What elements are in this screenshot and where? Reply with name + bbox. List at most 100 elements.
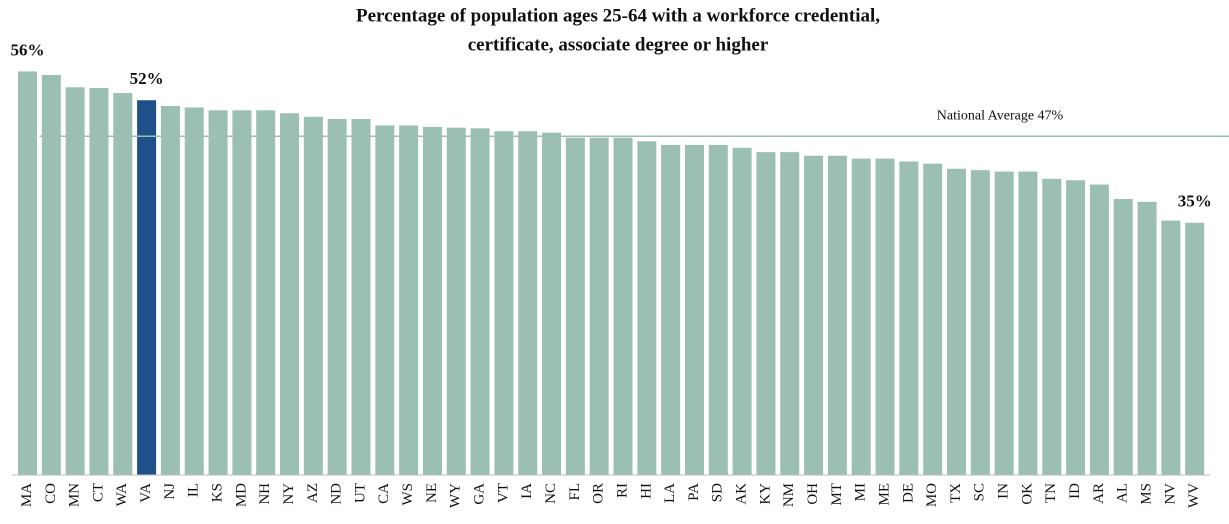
x-tick-label: NY <box>281 483 297 505</box>
bar <box>661 144 681 475</box>
bar <box>375 125 395 475</box>
bar <box>827 155 847 475</box>
x-tick-label: MN <box>67 483 83 507</box>
reference-label: National Average 47% <box>937 108 1064 123</box>
x-tick-label: MO <box>924 483 940 507</box>
x-tick-label: GA <box>472 483 488 505</box>
bar <box>160 106 180 475</box>
bar <box>994 171 1014 475</box>
bar <box>327 118 347 475</box>
bar <box>708 144 728 475</box>
x-tick-label: VT <box>495 483 511 503</box>
bar <box>851 158 871 475</box>
bar <box>518 131 538 476</box>
data-label: 52% <box>130 69 164 88</box>
bar <box>1161 220 1181 475</box>
x-tick-label: OK <box>1019 483 1035 505</box>
x-tick-label: WS <box>400 483 416 506</box>
x-tick-label: NV <box>1162 483 1178 505</box>
bar <box>565 137 585 476</box>
bar <box>875 158 895 475</box>
bar <box>732 147 752 476</box>
bar <box>589 137 609 476</box>
bar <box>804 155 824 475</box>
x-tick-label: WA <box>114 483 130 506</box>
bar <box>208 110 228 476</box>
x-tick-label: HI <box>638 483 654 499</box>
bar <box>113 93 133 475</box>
bar <box>137 100 157 475</box>
x-tick-label: FL <box>567 483 583 501</box>
x-tick-label: RI <box>614 483 630 498</box>
x-tick-label: ME <box>876 483 892 506</box>
chart-title: certificate, associate degree or higher <box>468 34 769 55</box>
bar <box>970 170 990 476</box>
x-tick-label: VA <box>138 483 154 503</box>
bar <box>1185 222 1205 475</box>
bar <box>1113 198 1133 475</box>
bar <box>65 87 85 475</box>
chart-title: Percentage of population ages 25-64 with… <box>356 5 880 26</box>
x-tick-label: NH <box>257 483 273 505</box>
bar <box>1018 171 1038 475</box>
x-tick-label: CA <box>376 483 392 504</box>
x-tick-label: MD <box>233 483 249 507</box>
bar <box>494 131 514 476</box>
x-tick-label: TN <box>1043 483 1059 503</box>
bar <box>756 152 776 475</box>
x-tick-label: OH <box>805 483 821 505</box>
data-label: 35% <box>1178 192 1212 211</box>
x-tick-label: LA <box>662 483 678 503</box>
bar <box>89 87 109 475</box>
x-tick-label: AK <box>734 483 750 505</box>
bar <box>1066 180 1086 476</box>
bar <box>422 126 442 476</box>
x-tick-label: PA <box>686 483 702 501</box>
bar <box>351 118 371 475</box>
x-tick-label: MA <box>19 483 35 507</box>
bar <box>470 128 490 476</box>
bar <box>184 107 204 475</box>
x-tick-label: DE <box>900 483 916 503</box>
x-tick-label: MT <box>829 483 845 506</box>
x-tick-label: MS <box>1138 483 1154 505</box>
bar <box>256 110 276 476</box>
bar <box>280 113 300 475</box>
x-tick-label: AR <box>1091 483 1107 504</box>
bar <box>780 152 800 475</box>
bar <box>899 161 919 475</box>
bar <box>232 110 252 476</box>
x-tick-label: SD <box>710 483 726 502</box>
x-tick-label: MI <box>853 483 869 501</box>
bar <box>1137 201 1157 475</box>
x-tick-label: OR <box>591 483 607 504</box>
bar <box>399 125 419 475</box>
x-tick-label: NM <box>781 483 797 507</box>
bar <box>946 168 966 475</box>
bar <box>41 75 61 475</box>
bar <box>18 71 38 476</box>
x-tick-label: AZ <box>305 483 321 503</box>
x-tick-label: AL <box>1115 483 1131 503</box>
x-tick-label: IA <box>519 483 535 499</box>
bar <box>923 163 943 476</box>
x-tick-label: NJ <box>162 483 178 500</box>
bar <box>446 127 466 475</box>
x-tick-label: ID <box>1067 483 1083 499</box>
bar <box>613 137 633 476</box>
x-tick-label: NC <box>543 483 559 504</box>
x-tick-label: WY <box>448 483 464 508</box>
bar <box>637 141 657 476</box>
x-tick-label: KY <box>757 483 773 505</box>
x-tick-label: UT <box>352 483 368 503</box>
bar <box>684 144 704 475</box>
bar <box>542 132 562 475</box>
data-label: 56% <box>11 40 45 59</box>
bar <box>1089 184 1109 475</box>
x-tick-label: IL <box>186 483 202 497</box>
x-tick-label: ND <box>329 483 345 505</box>
bar <box>303 116 323 476</box>
x-tick-label: CO <box>43 483 59 504</box>
x-tick-label: WV <box>1186 483 1202 508</box>
